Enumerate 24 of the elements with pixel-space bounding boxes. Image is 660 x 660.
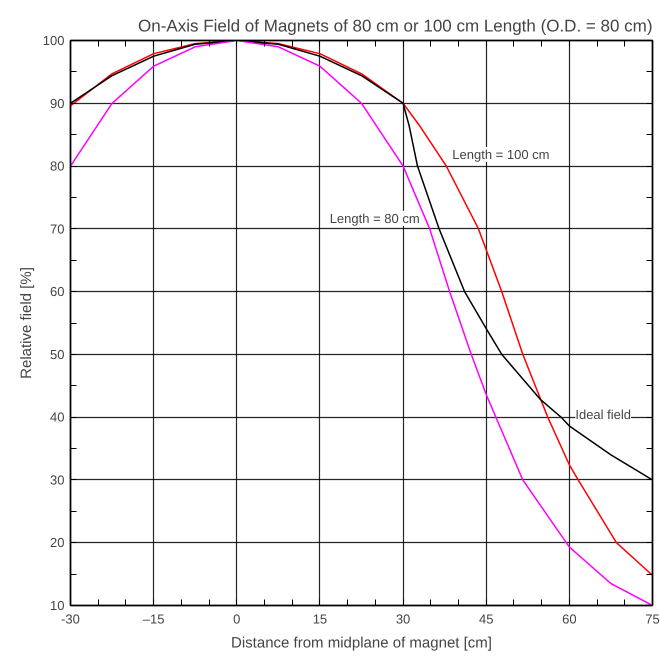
x-tick-label: 45 xyxy=(478,612,494,626)
y-tick-label: 90 xyxy=(50,96,65,111)
chart-title: On-Axis Field of Magnets of 80 cm or 100 cm Length (O.D. = 80 cm) xyxy=(138,16,653,36)
y-tick-label: 40 xyxy=(50,410,65,425)
annotation: Ideal field xyxy=(575,406,632,422)
x-tick-label: 60 xyxy=(562,612,577,626)
x-tick-label: 15 xyxy=(312,612,328,626)
y-tick-label: 70 xyxy=(50,221,65,236)
x-tick-label: -30 xyxy=(61,612,80,626)
y-tick-label: 100 xyxy=(42,33,65,48)
y-axis-title: Relative field [%] xyxy=(18,267,35,379)
annotation: Length = 80 cm xyxy=(330,210,420,226)
x-tick-label: 0 xyxy=(233,612,240,626)
y-tick-label: 20 xyxy=(50,535,65,550)
y-tick-label: 30 xyxy=(50,472,65,488)
y-tick-label: 80 xyxy=(50,158,65,174)
x-axis-title: Distance from midplane of magnet [cm] xyxy=(231,634,492,652)
y-tick-label: 50 xyxy=(50,346,65,362)
y-tick-label: 60 xyxy=(50,284,65,300)
x-tick-label: 30 xyxy=(396,612,410,626)
y-tick-label: 10 xyxy=(50,598,65,613)
x-tick-label: 75 xyxy=(645,612,660,626)
x-tick-label: –15 xyxy=(142,612,164,626)
annotation: Length = 100 cm xyxy=(452,147,550,162)
